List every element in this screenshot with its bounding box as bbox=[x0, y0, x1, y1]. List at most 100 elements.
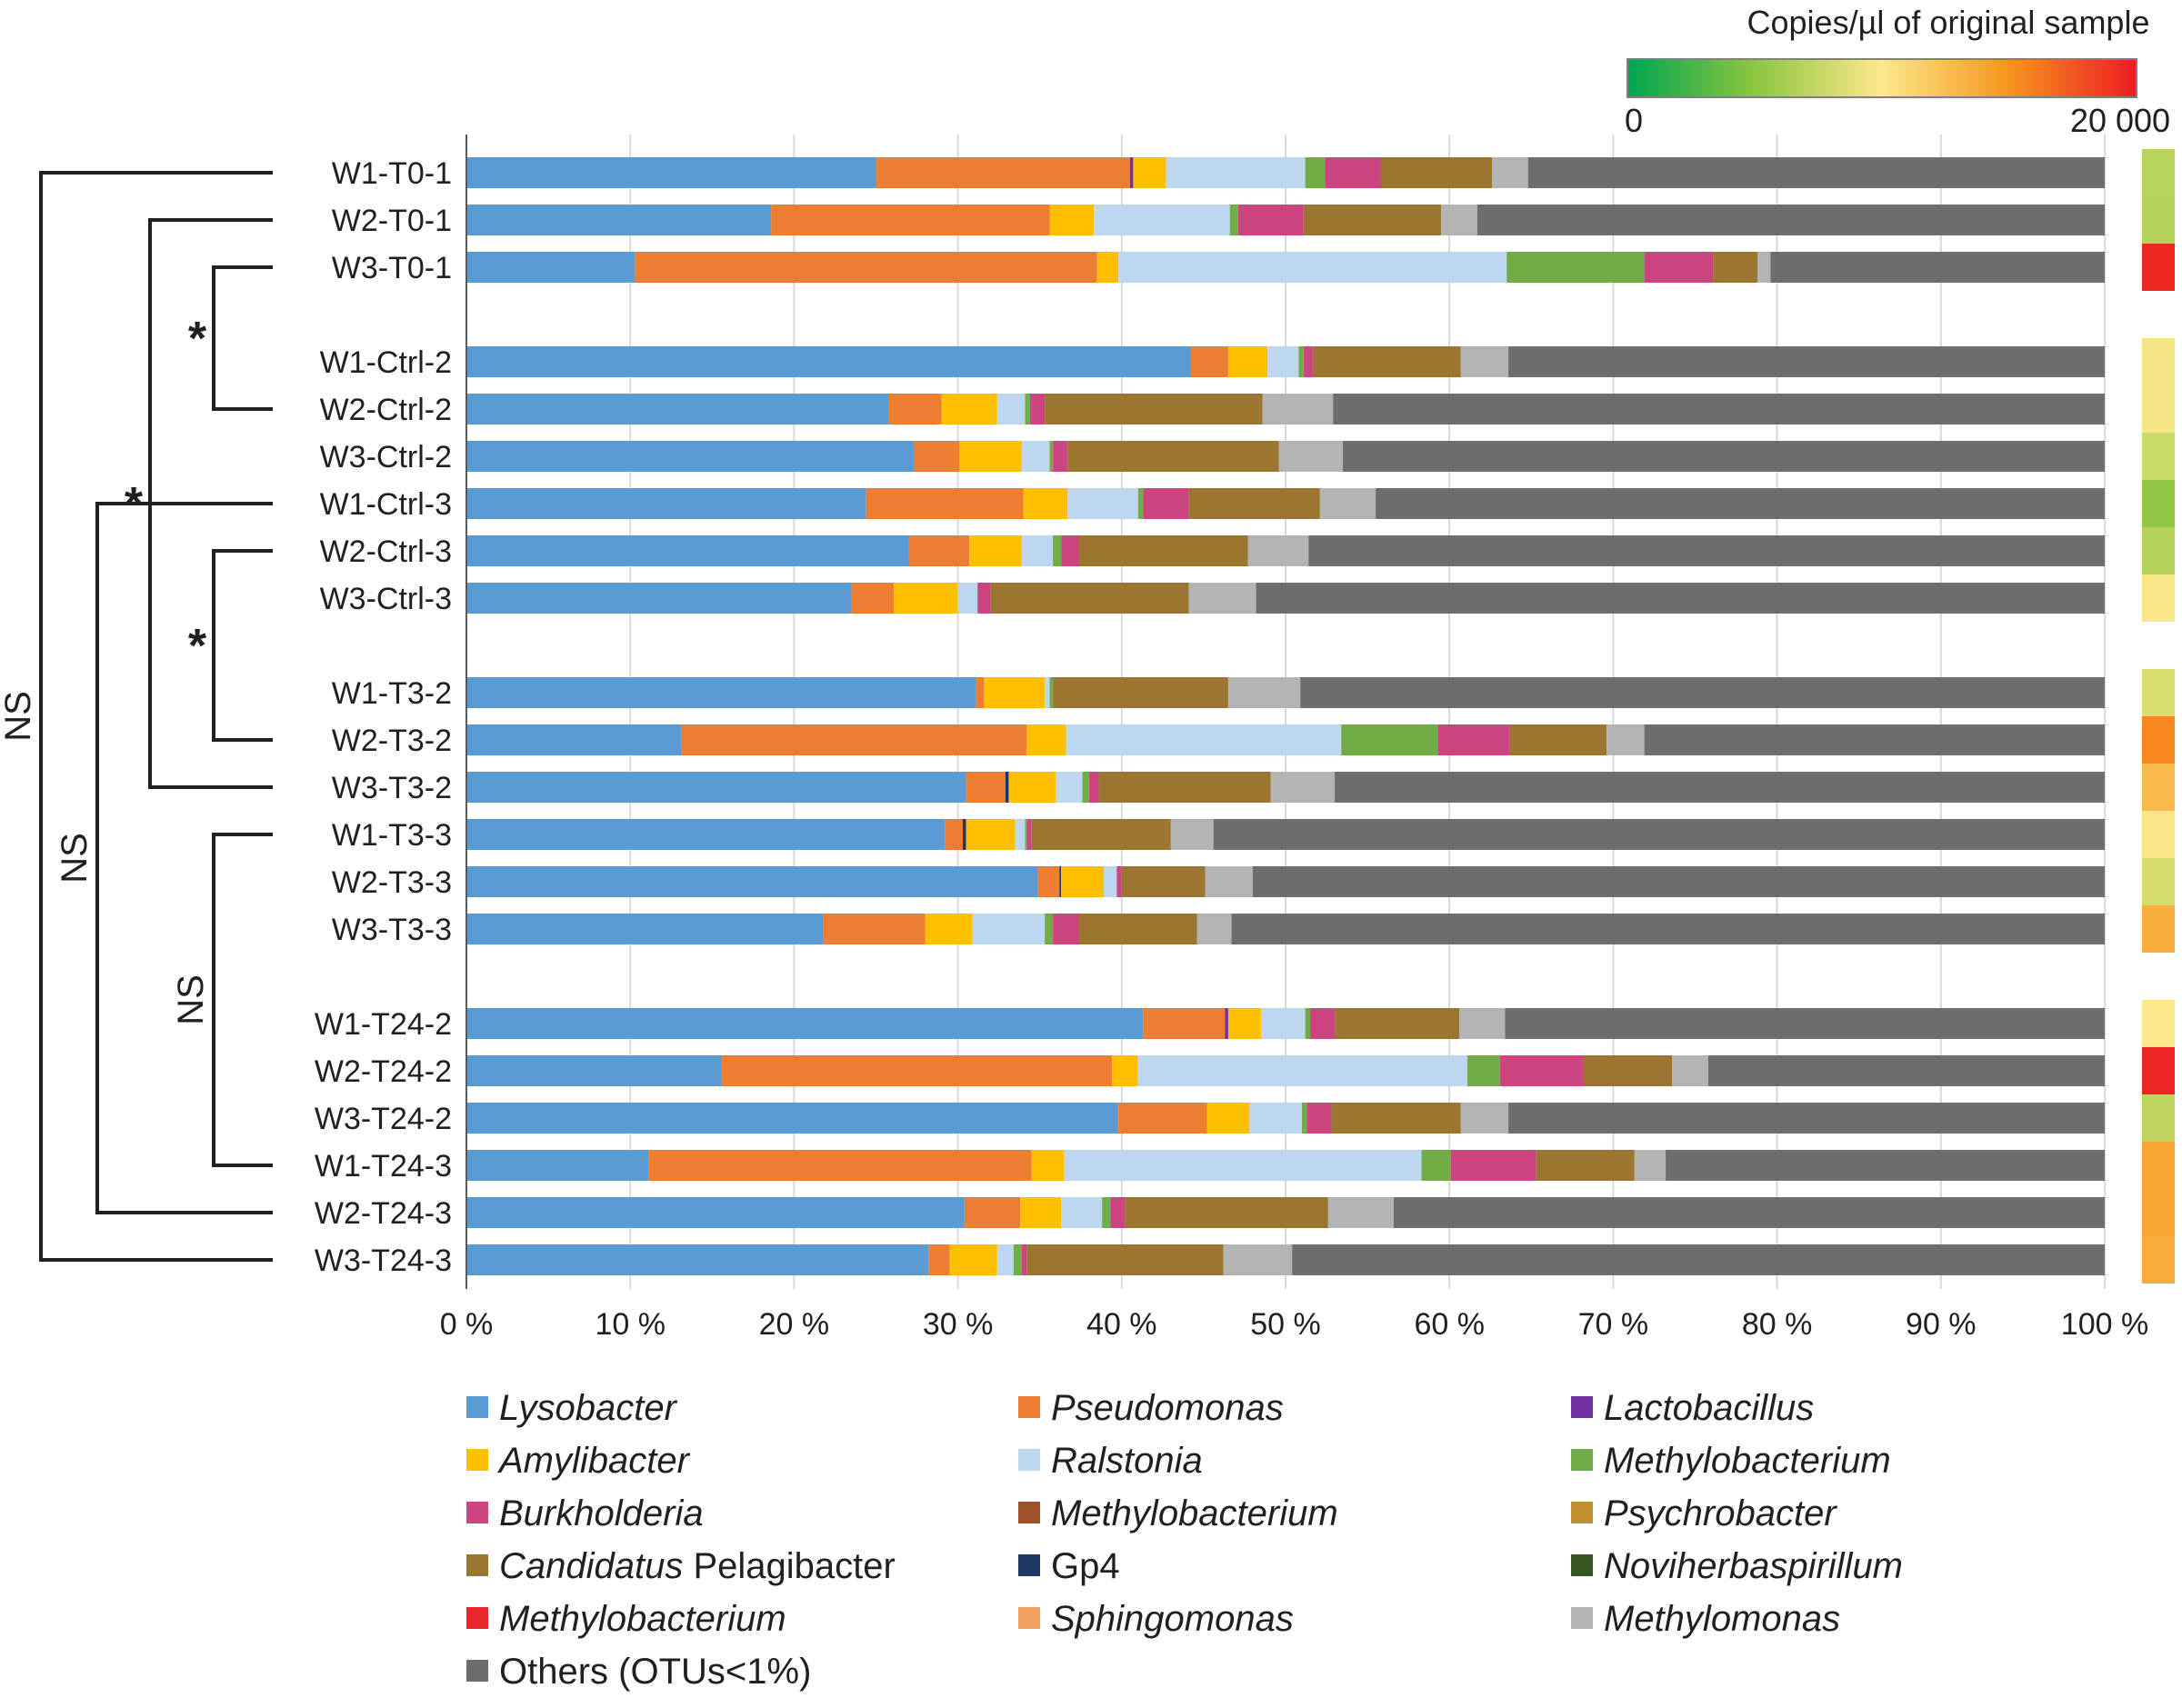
bar-segment bbox=[1313, 346, 1461, 377]
bar-segment bbox=[1053, 914, 1079, 944]
bar-segment bbox=[1049, 205, 1095, 235]
bar-segment bbox=[1143, 488, 1189, 519]
row-labels: W1-T0-1 W2-T0-1 W3-T0-1 W1-Ctrl-2 W2-Ctrl-2 W… bbox=[315, 156, 452, 1278]
significance-label: NS bbox=[0, 691, 38, 742]
bar-segment bbox=[964, 1197, 1021, 1228]
bar-segment bbox=[1031, 819, 1171, 850]
row-label: W1-Ctrl-2 bbox=[320, 345, 452, 380]
bar-segment bbox=[1166, 157, 1306, 188]
bar-segment bbox=[1227, 1008, 1261, 1039]
bar-segment bbox=[466, 914, 824, 944]
bar-segment bbox=[1508, 1103, 2105, 1134]
bar-segment bbox=[1088, 772, 1099, 803]
bar-segment bbox=[1020, 1197, 1062, 1228]
bar-segment bbox=[1249, 1103, 1303, 1134]
row-label: W2-T0-1 bbox=[332, 204, 452, 238]
bar-segment bbox=[722, 1055, 1112, 1086]
bar-segment bbox=[1252, 866, 2105, 897]
bar-segment bbox=[1380, 157, 1493, 188]
bar-segment bbox=[996, 394, 1026, 425]
bar-segment bbox=[1335, 1008, 1460, 1039]
heat-cell bbox=[2142, 574, 2175, 622]
bar-segment bbox=[913, 441, 960, 472]
bar-segment bbox=[1325, 157, 1381, 188]
legend-swatch bbox=[1571, 1554, 1593, 1576]
bar-segment bbox=[1303, 346, 1314, 377]
bar-segment bbox=[1129, 157, 1134, 188]
bar-segment bbox=[1492, 157, 1528, 188]
bar-segment bbox=[823, 914, 926, 944]
bar-segment bbox=[1061, 535, 1079, 566]
row-label: W2-Ctrl-2 bbox=[320, 393, 452, 427]
bar-segment bbox=[1331, 1103, 1461, 1134]
bar-segment bbox=[1061, 1197, 1103, 1228]
bar-segment bbox=[966, 772, 1006, 803]
bar-segment bbox=[1111, 1055, 1138, 1086]
bar-segment bbox=[957, 583, 978, 614]
bar-segment bbox=[1143, 1008, 1226, 1039]
bar-segment bbox=[925, 914, 973, 944]
significance-bracket bbox=[212, 265, 273, 411]
legend-swatch bbox=[466, 1449, 488, 1471]
bar-segment bbox=[1343, 441, 2105, 472]
heat-cell bbox=[2142, 1094, 2175, 1142]
bar-segment bbox=[1300, 677, 2105, 708]
bar-segment bbox=[1500, 1055, 1584, 1086]
bar-segment bbox=[1078, 914, 1197, 944]
legend-label: Psychrobacter bbox=[1604, 1493, 1837, 1533]
heat-cell bbox=[2142, 385, 2175, 433]
bar-segment bbox=[976, 677, 985, 708]
bar-segment bbox=[1026, 819, 1032, 850]
bar-segment bbox=[1103, 866, 1117, 897]
bar-segment bbox=[1506, 252, 1645, 283]
legend-label-main: Methylobacterium bbox=[499, 1599, 786, 1639]
bar-segment bbox=[1376, 488, 2105, 519]
legend-label-main: Lysobacter bbox=[499, 1388, 678, 1428]
x-tick-label: 70 % bbox=[1578, 1307, 1649, 1342]
legend-label: Lactobacillus bbox=[1604, 1388, 1814, 1428]
row-label: W3-T24-2 bbox=[315, 1102, 452, 1136]
legend-label-extra: Pelagibacter bbox=[683, 1546, 895, 1586]
bar-segment bbox=[1306, 1103, 1332, 1134]
bar-segment bbox=[977, 583, 991, 614]
bar-segment bbox=[1634, 1150, 1667, 1181]
bar-segment bbox=[1102, 1197, 1111, 1228]
legend-label-main: Amylibacter bbox=[497, 1441, 691, 1481]
heat-cell bbox=[2142, 764, 2175, 811]
bar-segment bbox=[1059, 866, 1062, 897]
heat-cell bbox=[2142, 149, 2175, 196]
bar-segment bbox=[466, 1103, 1119, 1134]
legend-label: Burkholderia bbox=[499, 1493, 704, 1533]
bar-segment bbox=[945, 819, 964, 850]
bar-segment bbox=[1310, 1008, 1336, 1039]
bar-segment bbox=[1437, 724, 1510, 755]
bar-segment bbox=[466, 819, 946, 850]
grid-lines bbox=[465, 135, 2106, 1289]
bar-segment bbox=[466, 1008, 1144, 1039]
bar-segment bbox=[876, 157, 1130, 188]
legend-label: Pseudomonas bbox=[1051, 1388, 1284, 1428]
bar-segment bbox=[1672, 1055, 1708, 1086]
legend-swatch bbox=[1018, 1607, 1040, 1629]
legend-swatch bbox=[1571, 1607, 1593, 1629]
legend-swatch bbox=[1571, 1502, 1593, 1523]
bar-segment bbox=[1031, 1150, 1065, 1181]
bar-segment bbox=[1247, 535, 1309, 566]
bar-segment bbox=[1023, 488, 1068, 519]
legend-label: Lysobacter bbox=[499, 1388, 678, 1428]
bar-segment bbox=[635, 252, 1097, 283]
bar-segment bbox=[648, 1150, 1032, 1181]
legend-swatch bbox=[1571, 1449, 1593, 1471]
x-tick-label: 80 % bbox=[1742, 1307, 1813, 1342]
bar-segment bbox=[466, 1244, 929, 1275]
bar-segment bbox=[1335, 772, 2105, 803]
bar-segment bbox=[1460, 1103, 1509, 1134]
bar-segment bbox=[1757, 252, 1771, 283]
legend-label: Amylibacter bbox=[497, 1441, 691, 1481]
bar-segment bbox=[466, 772, 966, 803]
bar-segment bbox=[990, 583, 1189, 614]
bar-segment bbox=[1303, 205, 1442, 235]
bar-segment bbox=[1666, 1150, 2105, 1181]
